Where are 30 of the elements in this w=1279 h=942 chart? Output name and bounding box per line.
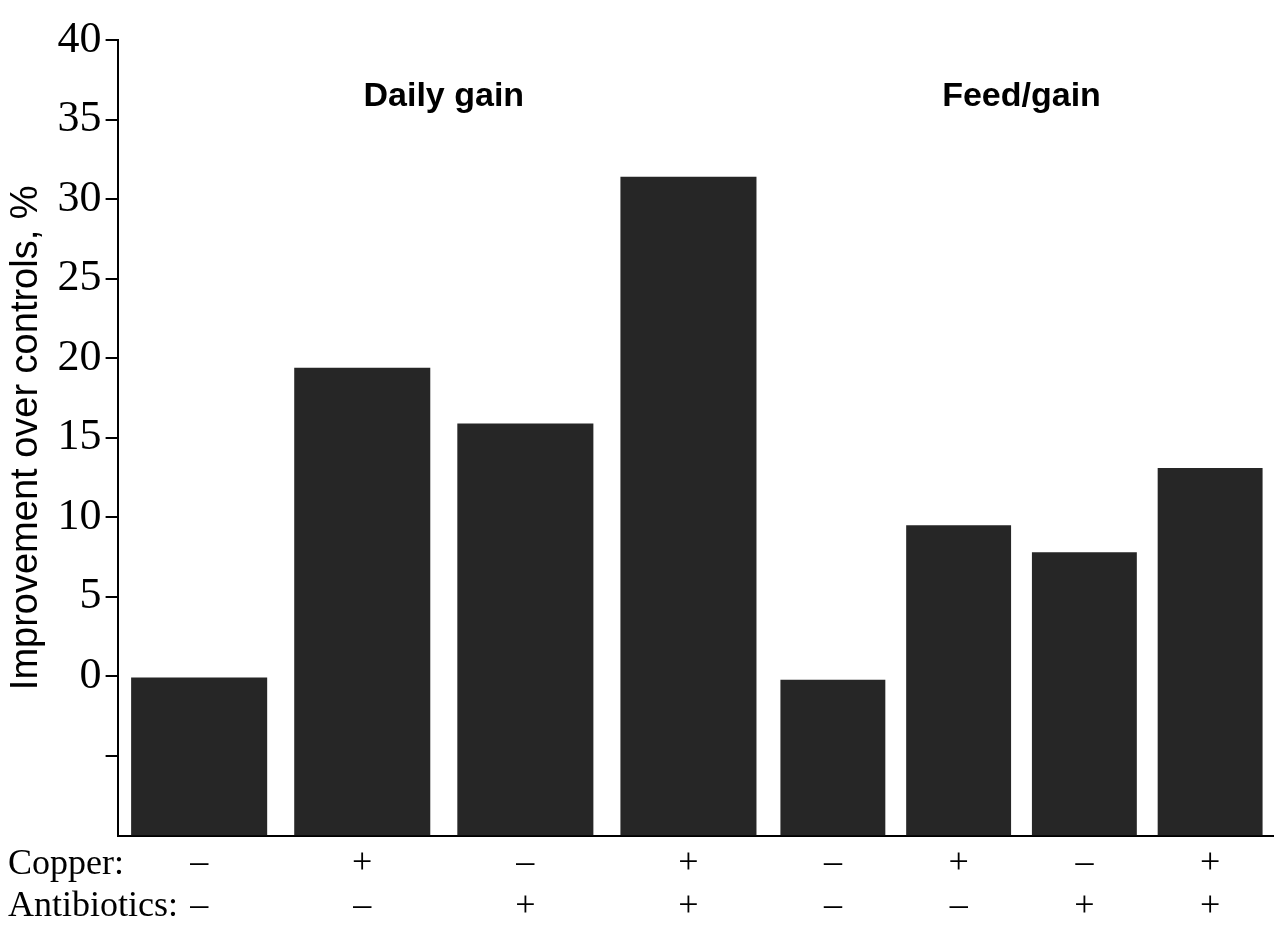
text: Feed/gain (942, 75, 1101, 114)
text: Antibiotics: (8, 884, 178, 925)
y-tick-label: 20 (57, 330, 102, 380)
x-tick-label: + – (352, 840, 373, 924)
y-tick-label: 40 (57, 12, 102, 62)
x-tick-label: – + (515, 840, 536, 924)
y-tick-label: 35 (57, 92, 102, 142)
text: Copper: (8, 842, 124, 883)
y-tick-label: 0 (79, 649, 102, 699)
y-tick-label: 15 (57, 410, 102, 460)
bar (1031, 552, 1137, 836)
y-axis-title: Improvement over controls, % (3, 185, 46, 691)
bar (457, 423, 594, 836)
bar (780, 679, 886, 836)
y-tick-label: 5 (79, 569, 102, 619)
y-tick-label: 25 (57, 251, 102, 301)
x-tick-label: – – (189, 840, 210, 924)
x-tick-label: – – (822, 840, 843, 924)
text: Daily gain (363, 75, 525, 114)
bar (294, 367, 431, 836)
x-tick-label: – + (1074, 840, 1095, 924)
x-tick-label: + – (948, 840, 969, 924)
y-tick-label: 10 (57, 489, 102, 539)
y-tick-label: 30 (57, 171, 102, 221)
bar (906, 525, 1012, 836)
x-tick-label: + + (678, 840, 699, 924)
bar (131, 677, 268, 836)
bar (620, 176, 757, 836)
x-tick-label: + + (1199, 840, 1221, 924)
bar (1157, 468, 1263, 836)
